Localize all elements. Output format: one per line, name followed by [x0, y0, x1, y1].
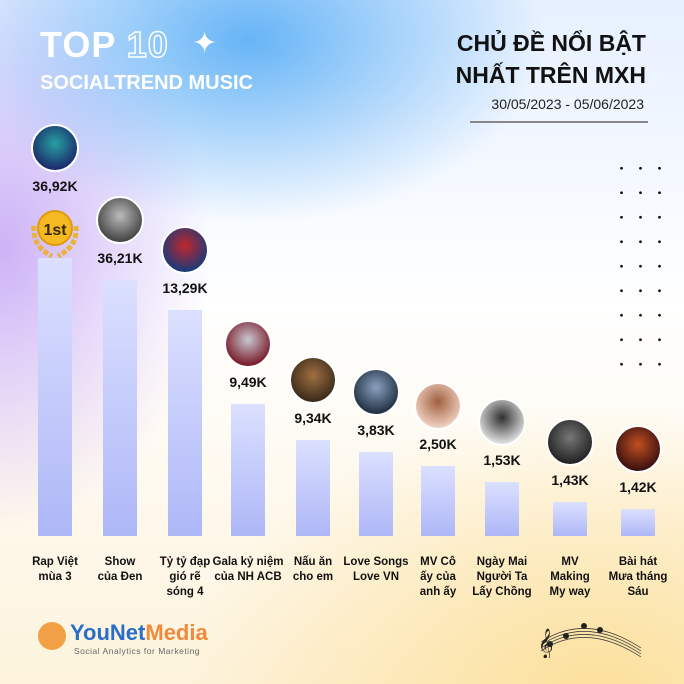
bar-2: [103, 280, 137, 536]
topic-image: [224, 320, 272, 368]
value-label: 9,34K: [294, 410, 332, 426]
bar-3: [168, 310, 202, 536]
topic-image: [161, 226, 209, 274]
divider: [470, 121, 648, 123]
brand-b: Media: [145, 620, 208, 645]
value-label: 3,83K: [357, 422, 395, 438]
date-range: 30/05/2023 - 05/06/2023: [491, 96, 644, 112]
category-label: Nấu ăn cho em: [292, 556, 334, 583]
value-label: 1,42K: [619, 479, 657, 495]
title-line-1: CHỦ ĐỀ NỔI BẬT: [456, 30, 646, 56]
bar-5: [296, 440, 330, 536]
topic-image: [546, 418, 594, 466]
topic-image: [96, 196, 144, 244]
bar-6: [359, 452, 393, 536]
bar-9: [553, 502, 587, 536]
topic-image: [414, 382, 462, 430]
category-label: Rap Việt mùa 3: [32, 556, 78, 583]
medal-icon: 1st: [31, 210, 79, 258]
category-label: Ngày Mai Người Ta Lấy Chồng: [472, 556, 532, 598]
topic-image: [614, 425, 662, 473]
value-label: 1,43K: [551, 472, 589, 488]
bar-4: [231, 404, 265, 536]
bar-7: [421, 466, 455, 536]
bar-1: [38, 258, 72, 536]
category-label: Tỷ tỷ đạp gió rẽ sóng 4: [159, 556, 211, 598]
category-label: Gala kỷ niệm của NH ACB: [212, 556, 284, 583]
value-label: 1,53K: [483, 452, 521, 468]
brand-a: YouNet: [70, 620, 146, 645]
value-label: 2,50K: [419, 436, 457, 452]
category-label: MV Making My way: [549, 556, 591, 598]
topic-image: [352, 368, 400, 416]
sparkle-icon: ✦: [192, 27, 218, 60]
category-label: MV Cô ấy của anh ấy: [419, 556, 457, 598]
top-number: 10: [126, 23, 169, 66]
topic-image: [478, 398, 526, 446]
topic-image: [31, 124, 79, 172]
title-line-2: NHẤT TRÊN MXH: [455, 62, 646, 88]
dot-pattern: [612, 156, 672, 376]
svg-text:𝄞: 𝄞: [538, 628, 553, 658]
brand-tagline: Social Analytics for Marketing: [74, 646, 201, 656]
value-label: 36,92K: [32, 178, 78, 194]
top-label: TOP: [40, 24, 116, 65]
medal-text: 1st: [43, 222, 67, 239]
category-label: Love Songs Love VN: [343, 556, 409, 583]
category-label: Bài hát Mưa tháng Sáu: [608, 556, 668, 598]
value-label: 36,21K: [97, 250, 143, 266]
topic-image: [289, 356, 337, 404]
music-notes-icon: 𝄞: [538, 623, 642, 658]
bar-8: [485, 482, 519, 536]
subtitle: SOCIALTREND MUSIC: [40, 72, 253, 94]
category-label: Show của Đen: [97, 556, 143, 583]
value-label: 9,49K: [229, 374, 267, 390]
value-label: 13,29K: [162, 280, 208, 296]
top-title: TOP 10: [40, 23, 169, 66]
bar-10: [621, 509, 655, 536]
logo-mark-icon: [38, 622, 66, 650]
